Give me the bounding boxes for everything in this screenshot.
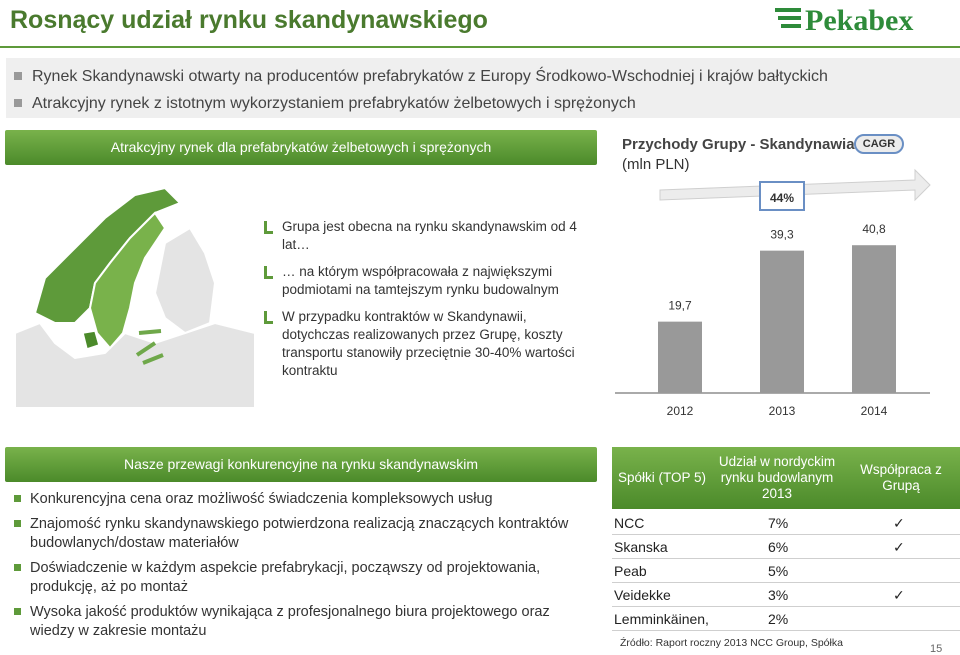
pekabex-logo: Pekabex bbox=[775, 4, 913, 36]
company-name: Veidekke bbox=[614, 587, 671, 603]
section-header-advantages: Nasze przewagi konkurencyjne na rynku sk… bbox=[5, 447, 597, 482]
title-divider bbox=[0, 46, 960, 48]
checkmark-icon: ✓ bbox=[893, 515, 905, 531]
page-number: 15 bbox=[930, 643, 943, 655]
column-header-companies: Spółki (TOP 5) bbox=[617, 470, 707, 485]
market-bullet-list: Grupa jest obecna na rynku skandynawskim… bbox=[264, 218, 594, 389]
top-bullet-list: Rynek Skandynawski otwarty na producentó… bbox=[12, 66, 942, 120]
companies-table-header: Spółki (TOP 5) Udział w nordyckim rynku … bbox=[612, 447, 960, 509]
checkmark-icon: ✓ bbox=[893, 587, 905, 603]
data-label-2013: 39,3 bbox=[770, 228, 794, 242]
company-name: Skanska bbox=[614, 539, 668, 555]
chart-title-block: Przychody Grupy - Skandynawia (mln PLN) bbox=[622, 135, 855, 175]
bar-2012 bbox=[658, 321, 702, 393]
cagr-badge: CAGR bbox=[854, 134, 904, 154]
list-item: Wysoka jakość produktów wynikająca z pro… bbox=[14, 603, 598, 641]
svg-text:Pekabex: Pekabex bbox=[805, 4, 913, 36]
bar-2013 bbox=[760, 250, 804, 393]
list-item: … na którym współpracowała z największym… bbox=[264, 263, 594, 299]
tick-label-2014: 2014 bbox=[861, 404, 888, 418]
revenue-bar-chart: 44% 19,7 2012 39,3 2013 40,8 2014 bbox=[615, 168, 931, 418]
list-item: Znajomość rynku skandynawskiego potwierd… bbox=[14, 515, 598, 553]
data-label-2012: 19,7 bbox=[668, 299, 692, 313]
tick-label-2013: 2013 bbox=[769, 404, 796, 418]
column-header-share: Udział w nordyckim rynku budowlanym 2013 bbox=[718, 454, 836, 501]
column-header-cooperation: Współpraca z Grupą bbox=[860, 462, 942, 493]
list-item: W przypadku kontraktów w Skandynawii, do… bbox=[264, 308, 594, 380]
checkmark-icon: ✓ bbox=[893, 539, 905, 555]
table-row: Veidekke 3% ✓ bbox=[612, 583, 960, 607]
table-row: NCC 7% ✓ bbox=[612, 511, 960, 535]
market-share: 7% bbox=[768, 515, 789, 531]
market-share: 2% bbox=[768, 611, 789, 627]
market-share: 6% bbox=[768, 539, 789, 555]
advantages-bullet-list: Konkurencyjna cena oraz możliwość świadc… bbox=[14, 490, 598, 647]
cagr-value: 44% bbox=[770, 191, 794, 205]
list-item: Grupa jest obecna na rynku skandynawskim… bbox=[264, 218, 594, 254]
bar-2014 bbox=[852, 245, 896, 393]
company-name: NCC bbox=[614, 515, 645, 531]
table-row: Peab 5% bbox=[612, 559, 960, 583]
data-label-2014: 40,8 bbox=[862, 222, 886, 236]
list-item: Atrakcyjny rynek z istotnym wykorzystani… bbox=[12, 93, 942, 120]
table-row: Lemminkäinen, 2% bbox=[612, 607, 960, 631]
list-item: Konkurencyjna cena oraz możliwość świadc… bbox=[14, 490, 598, 509]
top-band bbox=[6, 58, 960, 118]
market-share: 3% bbox=[768, 587, 789, 603]
section-header-market: Atrakcyjny rynek dla prefabrykatów żelbe… bbox=[5, 130, 597, 165]
source-note: Źródło: Raport roczny 2013 NCC Group, Sp… bbox=[620, 637, 843, 649]
scandinavia-map-icon bbox=[15, 186, 255, 408]
list-item: Doświadczenie w każdym aspekcie prefabry… bbox=[14, 559, 598, 597]
company-name: Lemminkäinen, bbox=[614, 611, 709, 627]
chart-subtitle: (mln PLN) bbox=[622, 156, 690, 173]
list-item: Rynek Skandynawski otwarty na producentó… bbox=[12, 66, 942, 93]
tick-label-2012: 2012 bbox=[667, 404, 694, 418]
cagr-value-box bbox=[759, 181, 805, 211]
company-name: Peab bbox=[614, 563, 647, 579]
table-row: Skanska 6% ✓ bbox=[612, 535, 960, 559]
page-title: Rosnący udział rynku skandynawskiego bbox=[10, 6, 488, 34]
market-share: 5% bbox=[768, 563, 789, 579]
chart-title: Przychody Grupy - Skandynawia bbox=[622, 136, 855, 153]
